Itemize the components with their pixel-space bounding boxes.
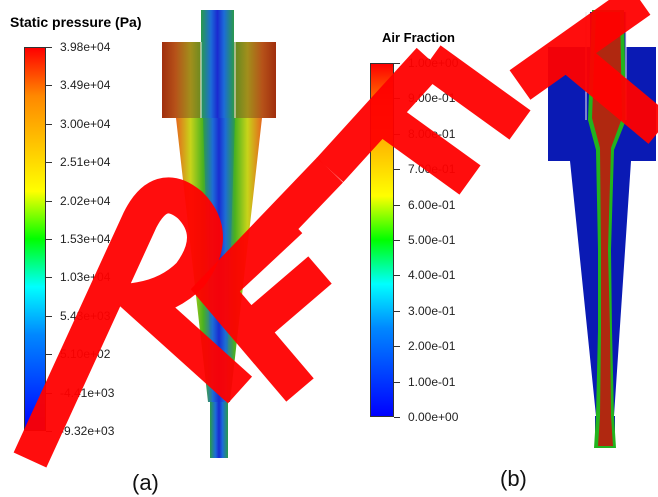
colorbar-tick-label: 3.00e+04 bbox=[60, 117, 111, 131]
colorbar-tick-label: 2.00e-01 bbox=[408, 339, 456, 353]
colorbar-tick-mark bbox=[394, 275, 400, 276]
colorbar-tick-label: 4.00e-01 bbox=[408, 268, 456, 282]
colorbar-tick-mark bbox=[394, 240, 400, 241]
colorbar-tick-mark bbox=[46, 85, 52, 86]
colorbar-tick-mark bbox=[46, 162, 52, 163]
colorbar-tick-label: 5.00e-01 bbox=[408, 233, 456, 247]
colorbar-tick-label: 2.51e+04 bbox=[60, 155, 111, 169]
colorbar-tick-mark bbox=[46, 124, 52, 125]
colorbar-tick-label: 3.98e+04 bbox=[60, 40, 111, 54]
cyclone-pressure-contour bbox=[162, 10, 276, 458]
colorbar-tick-mark bbox=[394, 382, 400, 383]
colorbar-tick-label: 3.00e-01 bbox=[408, 304, 456, 318]
colorbar-tick-mark bbox=[394, 311, 400, 312]
panel-label-b: (b) bbox=[500, 466, 527, 491]
colorbar-tick-mark bbox=[394, 346, 400, 347]
colorbar-title: Air Fraction bbox=[382, 30, 455, 45]
colorbar-title: Static pressure (Pa) bbox=[10, 14, 142, 30]
cyclone-air-fraction-contour bbox=[548, 10, 656, 448]
panel-label-a: (a) bbox=[132, 470, 159, 495]
colorbar-tick-label: 3.49e+04 bbox=[60, 78, 111, 92]
panel-b-air-fraction: Air Fraction 1.00e+00 9.00e-01 8.00e-01 7.0… bbox=[330, 0, 658, 497]
colorbar-tick-label: 1.00e-01 bbox=[408, 375, 456, 389]
colorbar-tick-mark bbox=[394, 417, 400, 418]
colorbar-tick-label: 0.00e+00 bbox=[408, 410, 459, 424]
colorbar-tick-mark bbox=[46, 47, 52, 48]
colorbar-tick-mark bbox=[394, 205, 400, 206]
colorbar-tick-label: 6.00e-01 bbox=[408, 198, 456, 212]
panel-a-pressure: Static pressure (Pa) 3.98e+04 3.49e+04 3.0… bbox=[10, 10, 276, 495]
